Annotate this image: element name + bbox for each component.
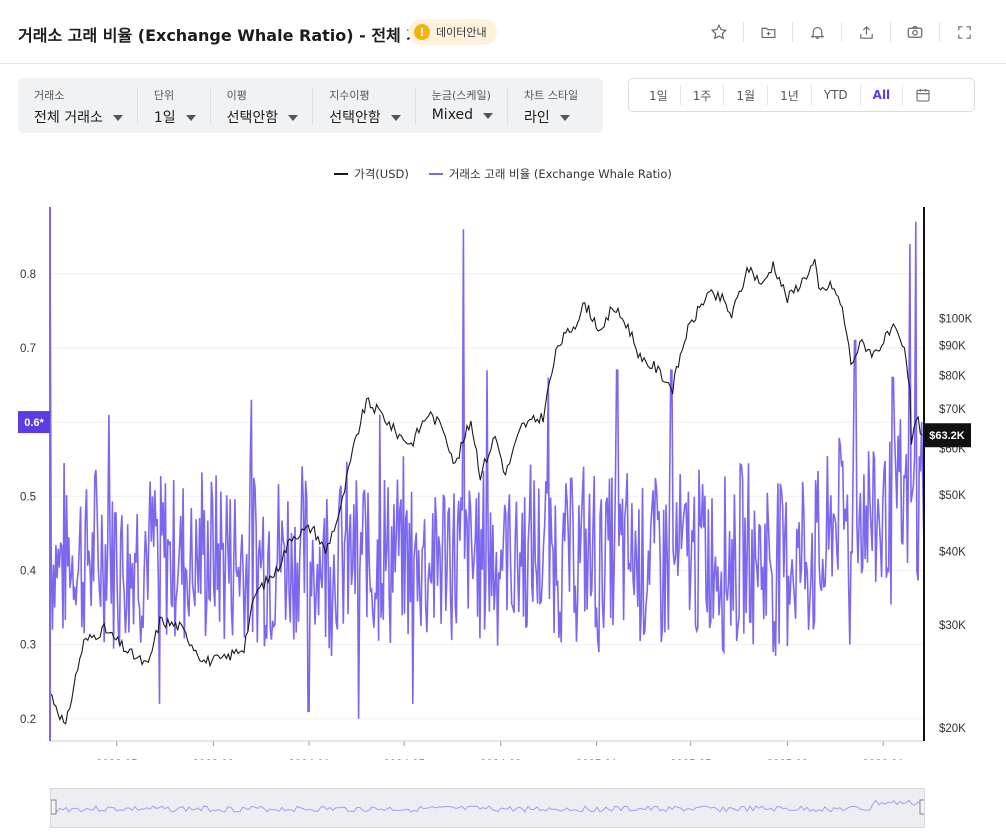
- y-right-tick-label: $80K: [939, 370, 966, 382]
- range-selector: 1일 1주 1월 1년 YTD All: [628, 78, 975, 112]
- caret-down-icon: [390, 114, 401, 121]
- filter-label: 눈금(스케일): [431, 89, 491, 102]
- range-navigator[interactable]: [50, 788, 926, 828]
- bell-icon[interactable]: [793, 18, 841, 46]
- share-icon[interactable]: [842, 18, 890, 46]
- x-tick-label: 2025 09: [767, 759, 809, 760]
- range-1y-button[interactable]: 1년: [768, 85, 812, 105]
- caret-down-icon: [185, 114, 196, 121]
- navigator-line: [50, 799, 925, 813]
- current-ratio-label-bg: [18, 411, 50, 434]
- range-all-button[interactable]: All: [861, 85, 904, 105]
- y-right-tick-label: $90K: [939, 340, 966, 352]
- filter-label: 이평: [226, 89, 247, 102]
- legend-label-price: 가격(USD): [354, 167, 409, 181]
- navigator-sparkline: [50, 799, 926, 815]
- caret-down-icon: [112, 114, 123, 121]
- caret-down-icon: [288, 114, 299, 121]
- legend-swatch-price: [334, 173, 349, 175]
- y-left-tick-label: 0.7: [20, 343, 36, 355]
- range-ytd-button[interactable]: YTD: [812, 85, 861, 105]
- x-tick-label: 2025 01: [576, 759, 618, 760]
- filter-ma[interactable]: 이평 선택안함: [211, 87, 314, 126]
- calendar-icon[interactable]: [903, 85, 943, 105]
- y-left-tick-label: 0.2: [20, 714, 36, 726]
- legend-swatch-ratio: [428, 173, 443, 175]
- divider: [841, 22, 842, 42]
- x-tick-label: 2024 09: [480, 759, 522, 760]
- divider: [939, 22, 940, 42]
- caret-down-icon: [483, 112, 494, 119]
- x-tick-label: 2023 09: [193, 759, 235, 760]
- y-right-tick-label: $70K: [939, 404, 966, 416]
- filter-value: 전체 거래소: [34, 110, 103, 126]
- range-1d-button[interactable]: 1일: [637, 85, 681, 105]
- filter-value: 1일: [153, 110, 176, 126]
- x-tick-label: 2026 01: [862, 759, 904, 760]
- filter-value: Mixed: [431, 107, 474, 123]
- star-icon[interactable]: [695, 18, 743, 46]
- filter-chart-style[interactable]: 차트 스타일 라인: [508, 87, 592, 126]
- x-tick-label: 2024 01: [288, 759, 330, 760]
- navigator-left-handle[interactable]: [50, 799, 57, 815]
- page-title: 거래소 고래 비율 (Exchange Whale Ratio) - 전체 거래…: [18, 26, 451, 45]
- current-ratio-label: 0.6*: [24, 417, 44, 429]
- filter-unit[interactable]: 단위 1일: [138, 87, 211, 126]
- chart-header: 거래소 고래 비율 (Exchange Whale Ratio) - 전체 거래…: [0, 0, 1006, 64]
- caret-down-icon: [559, 114, 570, 121]
- navigator-right-handle[interactable]: [919, 799, 926, 815]
- folder-add-icon[interactable]: [744, 18, 792, 46]
- y-left-tick-label: 0.8: [20, 269, 36, 281]
- current-price-label: $63.2K: [929, 430, 965, 442]
- legend-label-ratio: 거래소 고래 비율 (Exchange Whale Ratio): [448, 167, 672, 181]
- filter-value: 라인: [524, 110, 550, 126]
- filter-label: 단위: [153, 89, 175, 102]
- legend-item-price[interactable]: 가격(USD): [334, 166, 409, 182]
- fullscreen-icon[interactable]: [940, 18, 988, 46]
- filter-bar: 거래소 전체 거래소 단위 1일 이평 선택안함 지수이평 선택안함 눈금(스케…: [18, 78, 603, 133]
- divider: [890, 22, 891, 42]
- divider: [743, 22, 744, 42]
- filter-label: 거래소: [34, 89, 65, 102]
- whale-ratio-chart[interactable]: 0.20.30.40.50.60.70.8$20K$30K$40K$50K$60…: [0, 190, 1006, 760]
- filter-exchange[interactable]: 거래소 전체 거래소: [18, 87, 138, 126]
- x-tick-label: 2024 05: [383, 759, 425, 760]
- price-series-line: [49, 258, 923, 725]
- x-tick-label: 2023 05: [96, 759, 138, 760]
- chart-legend: 가격(USD) 거래소 고래 비율 (Exchange Whale Ratio): [0, 166, 1006, 182]
- filter-value: 선택안함: [226, 110, 279, 126]
- y-right-tick-label: $50K: [939, 490, 966, 502]
- range-1m-button[interactable]: 1월: [724, 85, 769, 105]
- filter-label: 지수이평: [329, 89, 370, 102]
- camera-icon[interactable]: [891, 18, 939, 46]
- warning-icon: !: [414, 24, 430, 40]
- y-right-tick-label: $40K: [939, 547, 966, 559]
- y-left-tick-label: 0.4: [20, 565, 37, 577]
- filter-label: 차트 스타일: [524, 89, 579, 102]
- current-price-label-bg: [924, 423, 971, 448]
- filter-ema[interactable]: 지수이평 선택안함: [313, 87, 416, 126]
- y-right-tick-label: $100K: [939, 313, 973, 325]
- y-left-tick-label: 0.3: [20, 640, 36, 652]
- data-info-badge[interactable]: ! 데이터안내: [408, 19, 497, 45]
- data-info-label: 데이터안내: [436, 26, 487, 39]
- whale-ratio-series-line: [49, 221, 925, 719]
- legend-item-ratio[interactable]: 거래소 고래 비율 (Exchange Whale Ratio): [428, 166, 672, 182]
- y-right-tick-label: $30K: [939, 620, 966, 632]
- y-right-tick-label: $20K: [939, 723, 966, 735]
- filter-scale[interactable]: 눈금(스케일) Mixed: [416, 87, 509, 125]
- header-actions: [695, 18, 988, 46]
- range-1w-button[interactable]: 1주: [681, 85, 725, 105]
- y-left-tick-label: 0.5: [20, 491, 36, 503]
- x-tick-label: 2025 05: [670, 759, 712, 760]
- divider: [792, 22, 793, 42]
- filter-value: 선택안함: [329, 110, 381, 126]
